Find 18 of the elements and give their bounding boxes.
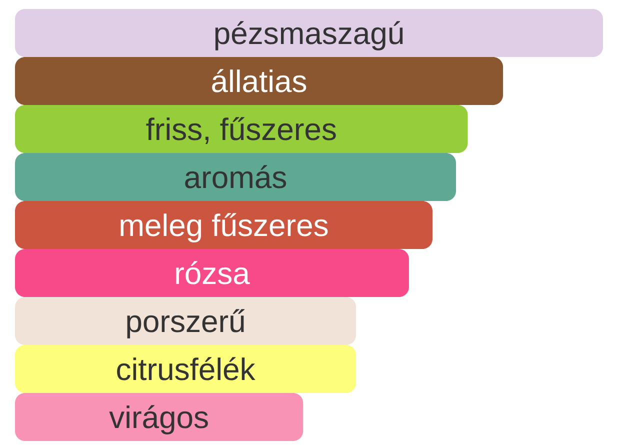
bar	[15, 201, 432, 250]
y-tick-label: meleg fűszeres	[120, 213, 328, 242]
bar	[15, 297, 356, 346]
y-tick-label: citrusfélék	[117, 357, 256, 380]
y-tick-label: porszerű	[127, 309, 245, 338]
y-tick-label: állatias	[212, 69, 306, 92]
bar	[15, 249, 409, 298]
bar	[15, 105, 468, 154]
y-tick-label: aromás	[185, 165, 286, 188]
bar	[15, 57, 504, 106]
bar	[15, 393, 304, 442]
bar	[15, 153, 456, 202]
y-tick-label: virágos	[109, 405, 208, 434]
y-tick-label: rózsa	[176, 261, 250, 284]
y-tick-label: pézsmaszagú	[215, 21, 403, 50]
bar	[15, 345, 356, 394]
y-tick-label: friss, fűszeres	[146, 117, 336, 144]
bar	[15, 9, 604, 58]
